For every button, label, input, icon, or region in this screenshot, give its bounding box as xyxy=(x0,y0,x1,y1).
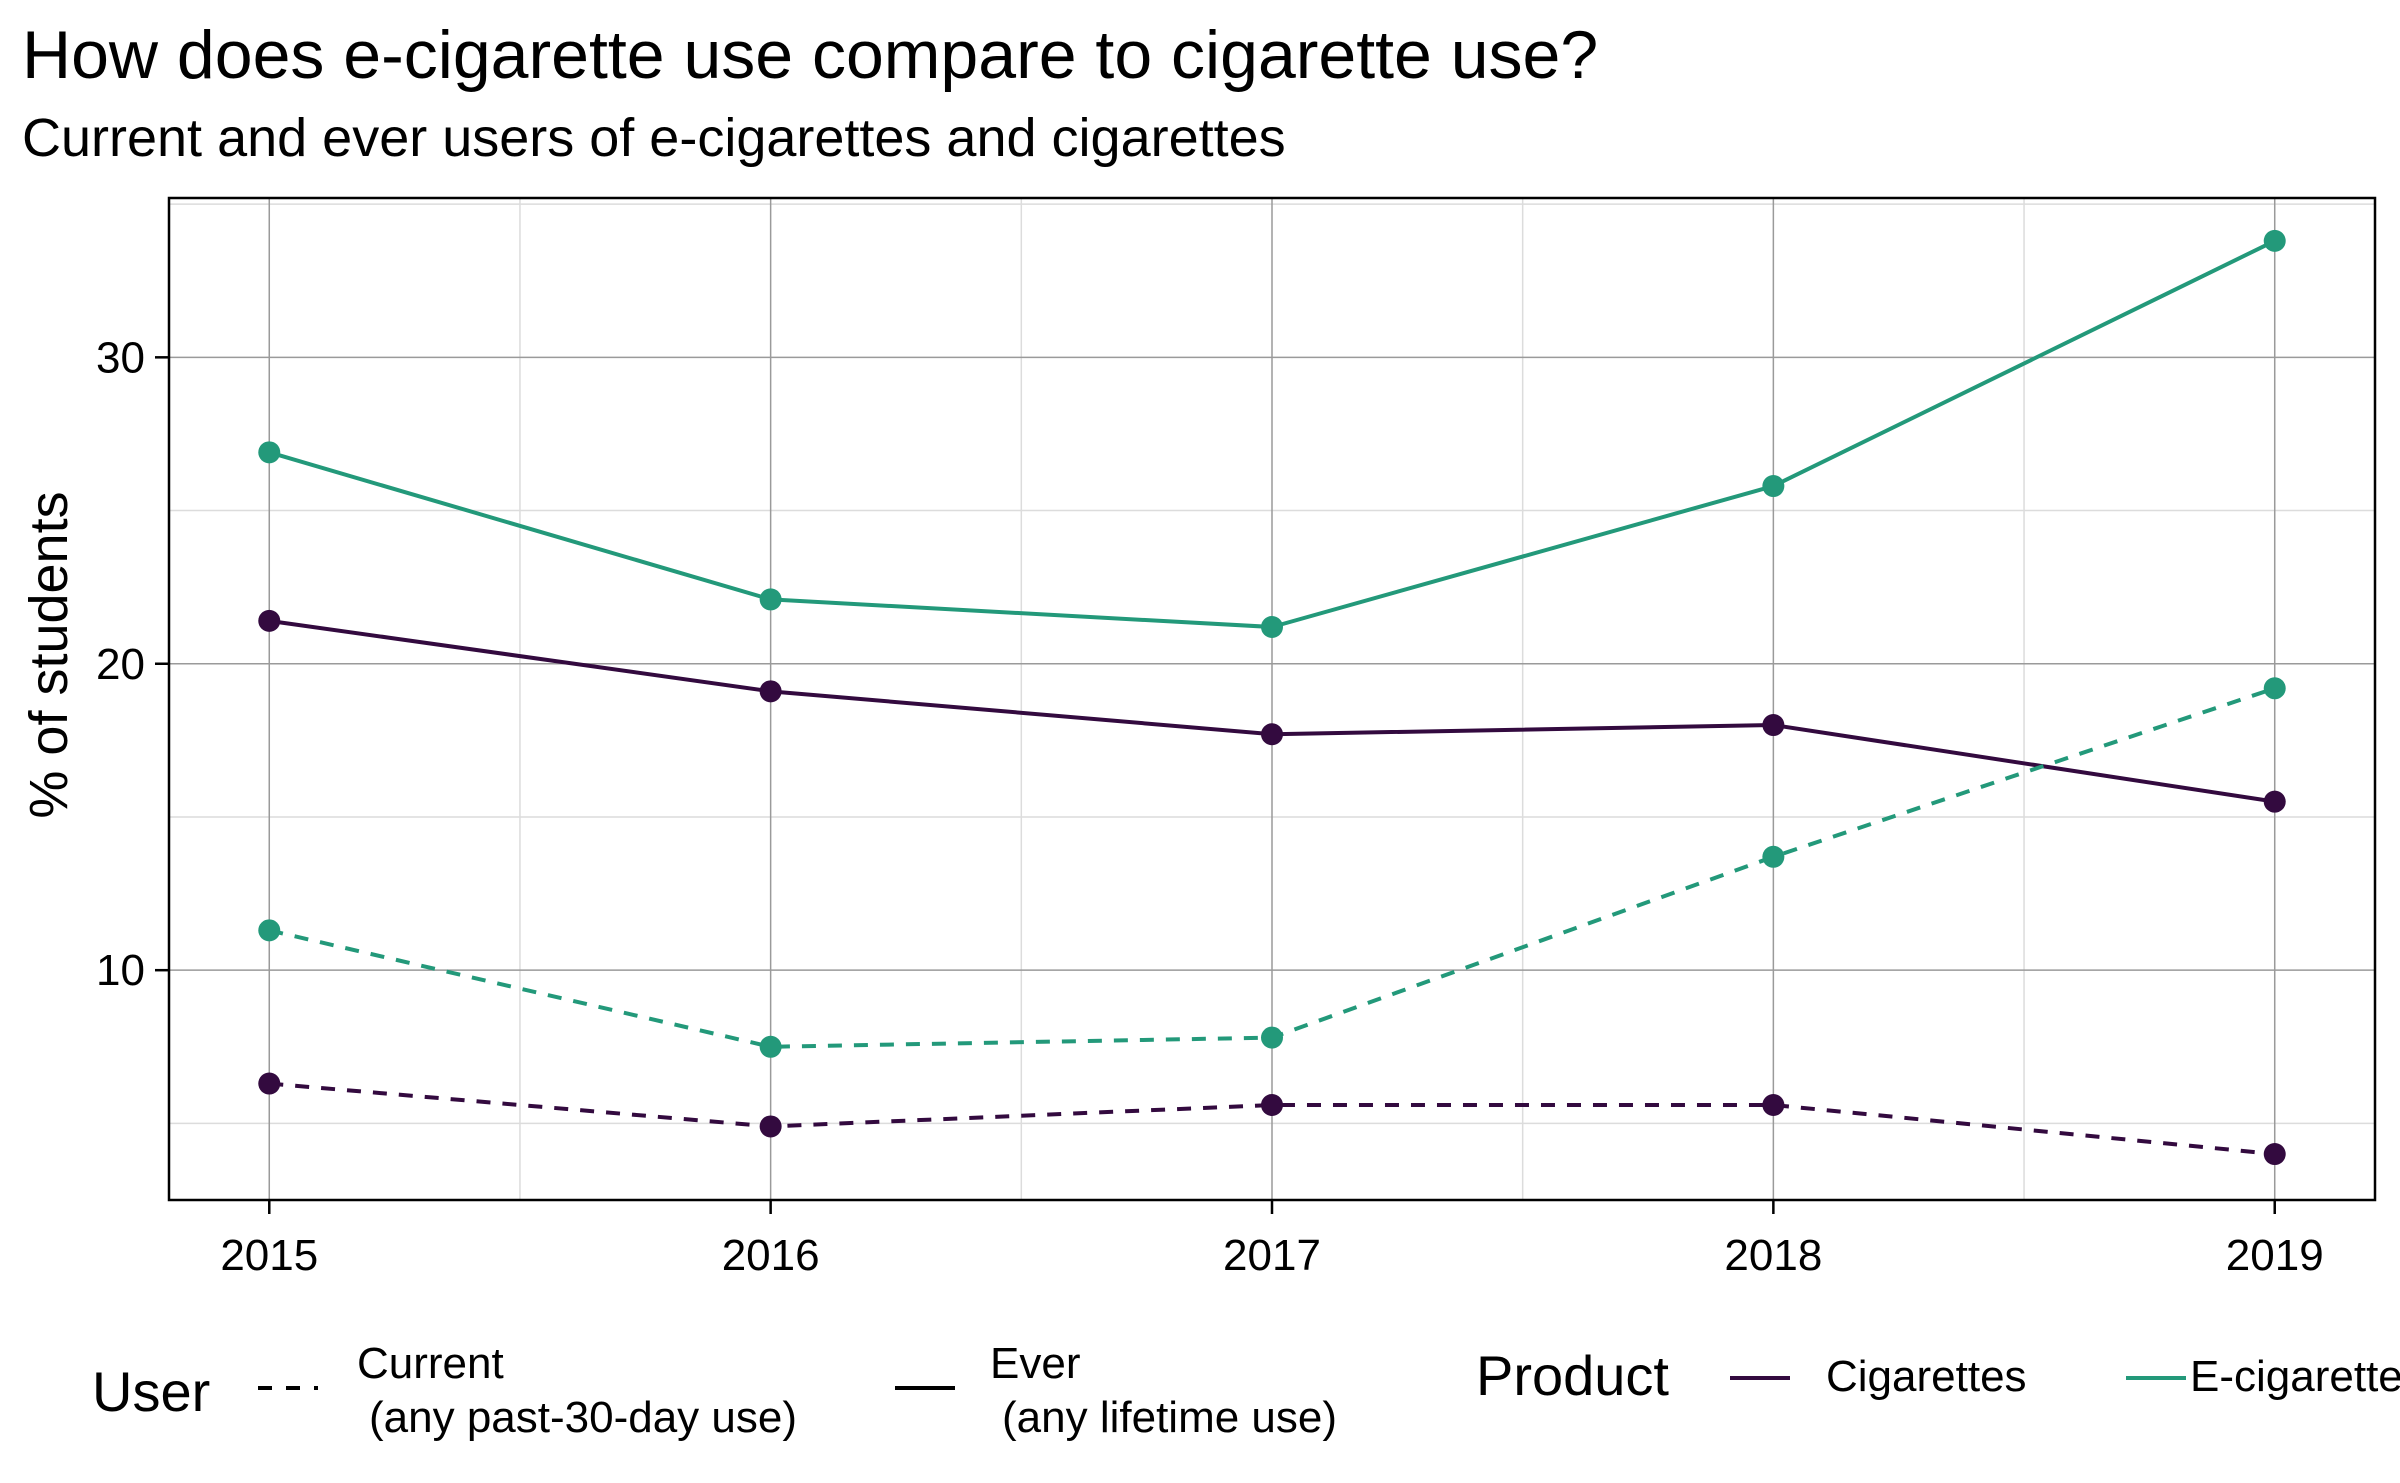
data-point-cigarettes-ever xyxy=(1261,723,1283,746)
x-axis: 2015 2016 2017 2018 2019 xyxy=(220,1200,2324,1280)
data-point-e-cigarettes-ever xyxy=(1762,475,1785,498)
legend-item-label: Cigarettes xyxy=(1826,1352,2027,1401)
data-point-e-cigarettes-ever xyxy=(258,441,281,464)
y-tick-label: 20 xyxy=(96,640,145,689)
y-axis-label: % of students xyxy=(19,491,79,818)
series-e-cigarettes-current xyxy=(258,677,2286,1058)
data-point-e-cigarettes-ever xyxy=(1261,615,1283,638)
data-point-e-cigarettes-current xyxy=(258,919,281,942)
data-point-e-cigarettes-current xyxy=(759,1035,782,1058)
x-tick-label: 2017 xyxy=(1223,1231,1321,1280)
legend-item-sublabel: (any past-30-day use) xyxy=(369,1393,797,1442)
legend-item-label: Ever xyxy=(990,1339,1080,1388)
y-tick-label: 10 xyxy=(96,946,145,995)
legend-product-title: Product xyxy=(1476,1344,1669,1407)
x-tick-label: 2019 xyxy=(2226,1231,2324,1280)
series-cigarettes-ever xyxy=(258,609,2286,813)
series-line-cigarettes-current xyxy=(269,1081,2275,1157)
data-point-e-cigarettes-current xyxy=(1762,845,1785,868)
chart-title: How does e-cigarette use compare to ciga… xyxy=(22,17,1598,93)
x-tick-label: 2015 xyxy=(220,1231,318,1280)
data-point-cigarettes-current xyxy=(1762,1094,1785,1117)
y-tick-label: 30 xyxy=(96,333,145,382)
legend-item-label: E-cigarettes xyxy=(2190,1352,2400,1401)
data-point-e-cigarettes-ever xyxy=(759,588,782,611)
y-axis: 10 20 30 xyxy=(96,333,169,995)
data-point-cigarettes-current xyxy=(2263,1143,2286,1166)
chart-subtitle: Current and ever users of e-cigarettes a… xyxy=(22,108,1286,168)
x-tick-label: 2016 xyxy=(722,1231,820,1280)
data-point-e-cigarettes-current xyxy=(1261,1026,1283,1049)
data-point-cigarettes-current xyxy=(759,1115,782,1138)
data-point-cigarettes-ever xyxy=(258,609,281,632)
data-point-cigarettes-current xyxy=(1261,1094,1283,1117)
major-grid xyxy=(169,198,2375,1200)
legend-item-sublabel: (any lifetime use) xyxy=(1002,1393,1337,1442)
legend-user-title: User xyxy=(92,1360,210,1423)
series-cigarettes-current xyxy=(258,1072,2286,1166)
data-point-e-cigarettes-ever xyxy=(2263,229,2286,252)
legend-item-label: Current xyxy=(357,1339,504,1388)
x-tick-label: 2018 xyxy=(1724,1231,1822,1280)
series-e-cigarettes-ever xyxy=(258,229,2286,638)
data-point-e-cigarettes-current xyxy=(2263,677,2286,700)
data-point-cigarettes-current xyxy=(258,1072,281,1095)
data-point-cigarettes-ever xyxy=(2263,790,2286,813)
data-point-cigarettes-ever xyxy=(759,680,782,703)
data-point-cigarettes-ever xyxy=(1762,714,1785,737)
